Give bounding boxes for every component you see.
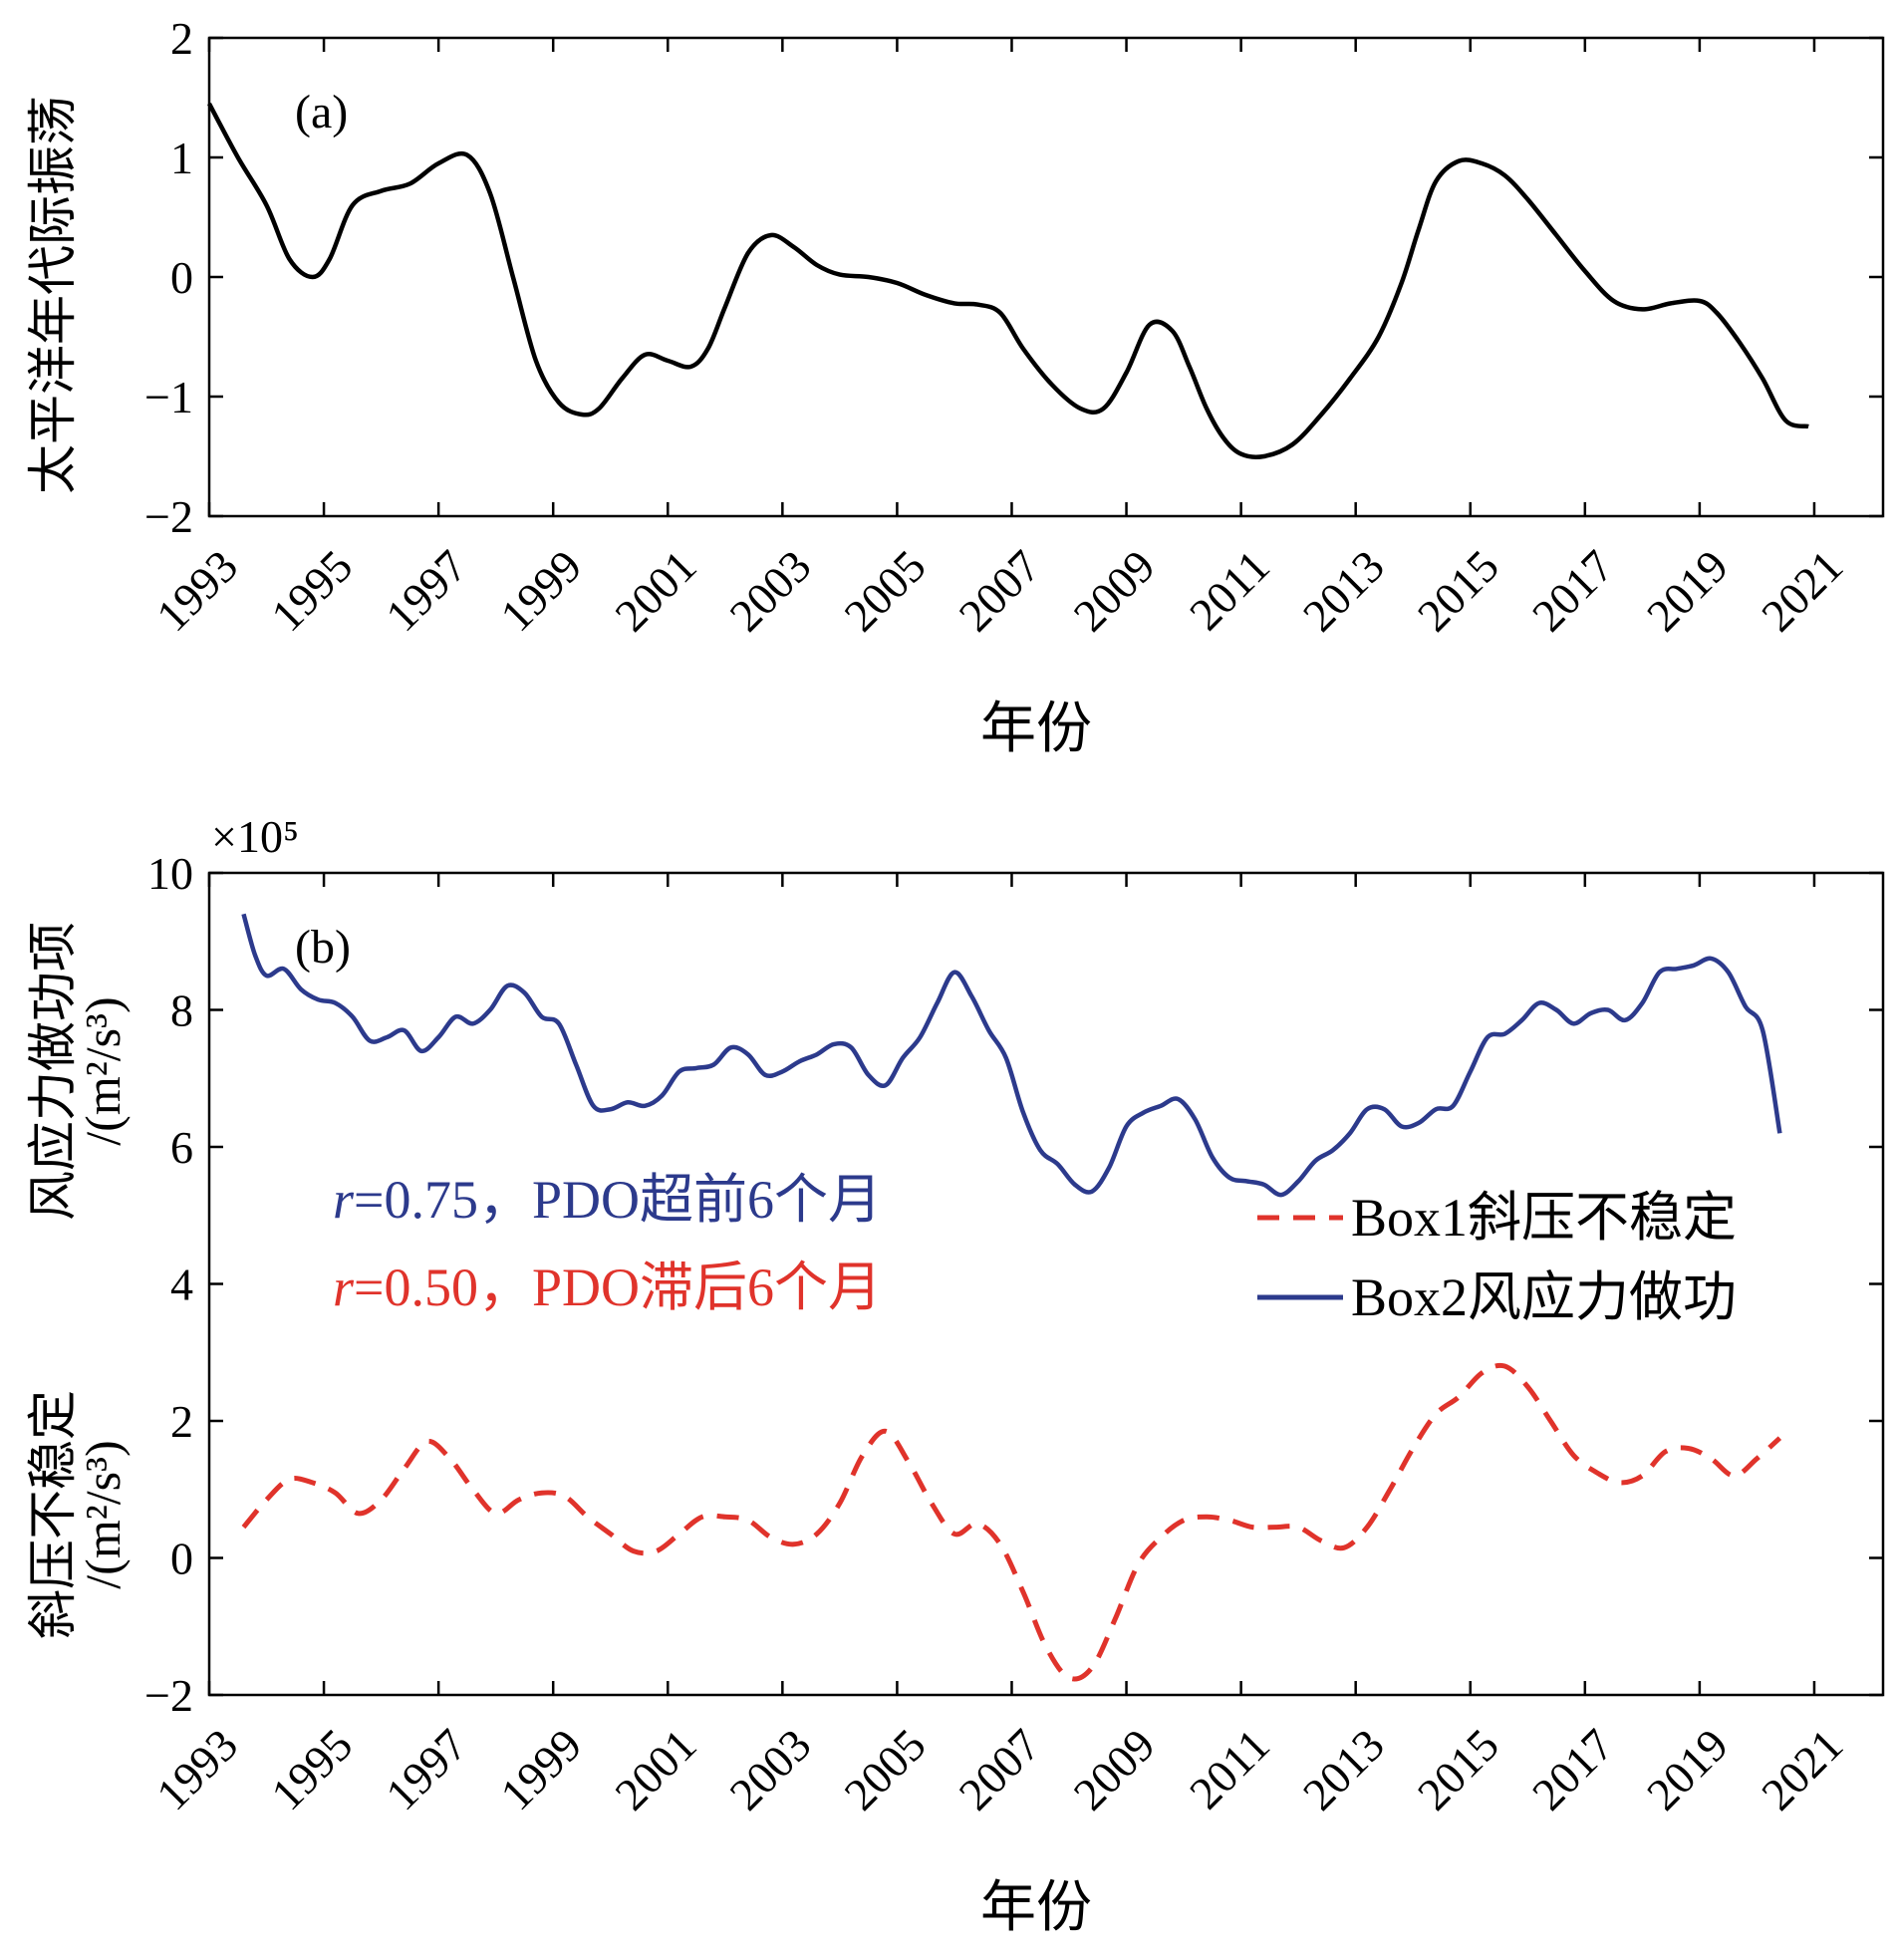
y-tick-label: −2 [144, 1670, 193, 1721]
x-tick-label: 1997 [376, 1719, 476, 1820]
annotation-text: =0.75，PDO超前6个月 [354, 1170, 882, 1230]
x-axis-label: 年份 [980, 1877, 1092, 1939]
x-tick-label: 1999 [490, 540, 591, 641]
x-tick-label: 2021 [1752, 540, 1852, 641]
x-tick-label: 2003 [719, 540, 820, 641]
x-tick-label: 1999 [490, 1719, 591, 1820]
x-axis-label: 年份 [980, 699, 1092, 760]
x-tick-label: 2007 [949, 540, 1050, 641]
correlation-annotation: r=0.50，PDO滞后6个月 [333, 1258, 882, 1317]
y-tick-label: 0 [170, 252, 193, 303]
x-tick-label: 1995 [261, 1719, 362, 1820]
x-tick-label: 2021 [1752, 1719, 1852, 1820]
x-tick-label: 2011 [1180, 540, 1279, 640]
y-tick-label: 4 [170, 1260, 193, 1310]
x-tick-label: 2019 [1637, 540, 1738, 641]
x-tick-label: 2015 [1408, 1719, 1508, 1820]
x-tick-label: 2003 [719, 1719, 820, 1820]
x-tick-label: 2009 [1064, 1719, 1165, 1820]
y-axis-label-b-lower: 斜压不稳定 [25, 1390, 81, 1639]
axis-exponent: ×10⁵ [211, 811, 299, 862]
y-tick-label: −1 [144, 372, 193, 422]
x-tick-label: 1995 [261, 540, 362, 641]
legend: Box1斜压不稳定 Box2风应力做功 [1257, 1188, 1737, 1327]
x-tick-label: 2011 [1180, 1719, 1279, 1819]
x-tick-label: 2009 [1064, 540, 1165, 641]
y-tick-label: 1 [170, 133, 193, 183]
y-tick-label: 8 [170, 985, 193, 1036]
x-tick-label: 2005 [835, 1719, 936, 1820]
series-line-s1 [241, 913, 1782, 1198]
y-tick-label: 2 [170, 1396, 193, 1447]
x-tick-label: 2013 [1293, 1719, 1394, 1820]
correlation-annotation: r=0.75，PDO超前6个月 [333, 1170, 882, 1230]
y-axis-label-b-upper: 风应力做功项 [25, 922, 81, 1221]
series-line-pdo [207, 102, 1809, 459]
x-tick-label: 2017 [1522, 540, 1623, 641]
x-tick-label: 2001 [605, 1719, 705, 1820]
y-tick-label: 6 [170, 1122, 193, 1173]
y-axis-unit-b-lower: /(m²/s³) [75, 1440, 131, 1588]
annotation-r: r [333, 1258, 355, 1317]
legend-label-box2: Box2风应力做功 [1351, 1267, 1737, 1327]
y-tick-label: 10 [147, 848, 193, 899]
x-tick-label: 2017 [1522, 1719, 1623, 1820]
legend-label-box1: Box1斜压不稳定 [1351, 1188, 1737, 1248]
x-tick-label: 2007 [949, 1719, 1050, 1820]
x-tick-label: 1993 [146, 1719, 247, 1820]
y-tick-label: 0 [170, 1534, 193, 1584]
y-axis-label-a: 太平洋年代际振荡 [25, 96, 81, 494]
x-tick-label: 2013 [1293, 540, 1394, 641]
annotation-text: =0.50，PDO滞后6个月 [354, 1258, 882, 1317]
x-tick-label: 2001 [605, 540, 705, 641]
y-axis-unit-b-upper: /(m²/s³) [75, 996, 131, 1145]
x-tick-label: 2015 [1408, 540, 1508, 641]
panel-label: (a) [295, 86, 348, 139]
x-tick-label: 1993 [146, 540, 247, 641]
x-tick-label: 2005 [835, 540, 936, 641]
series-line-s0 [241, 1362, 1782, 1682]
x-tick-label: 1997 [376, 540, 476, 641]
plot-frame [207, 36, 1885, 518]
y-tick-label: −2 [144, 491, 193, 542]
y-tick-label: 2 [170, 13, 193, 64]
x-tick-label: 2019 [1637, 1719, 1738, 1820]
annotation-r: r [333, 1170, 355, 1230]
panel-label: (b) [295, 921, 351, 974]
